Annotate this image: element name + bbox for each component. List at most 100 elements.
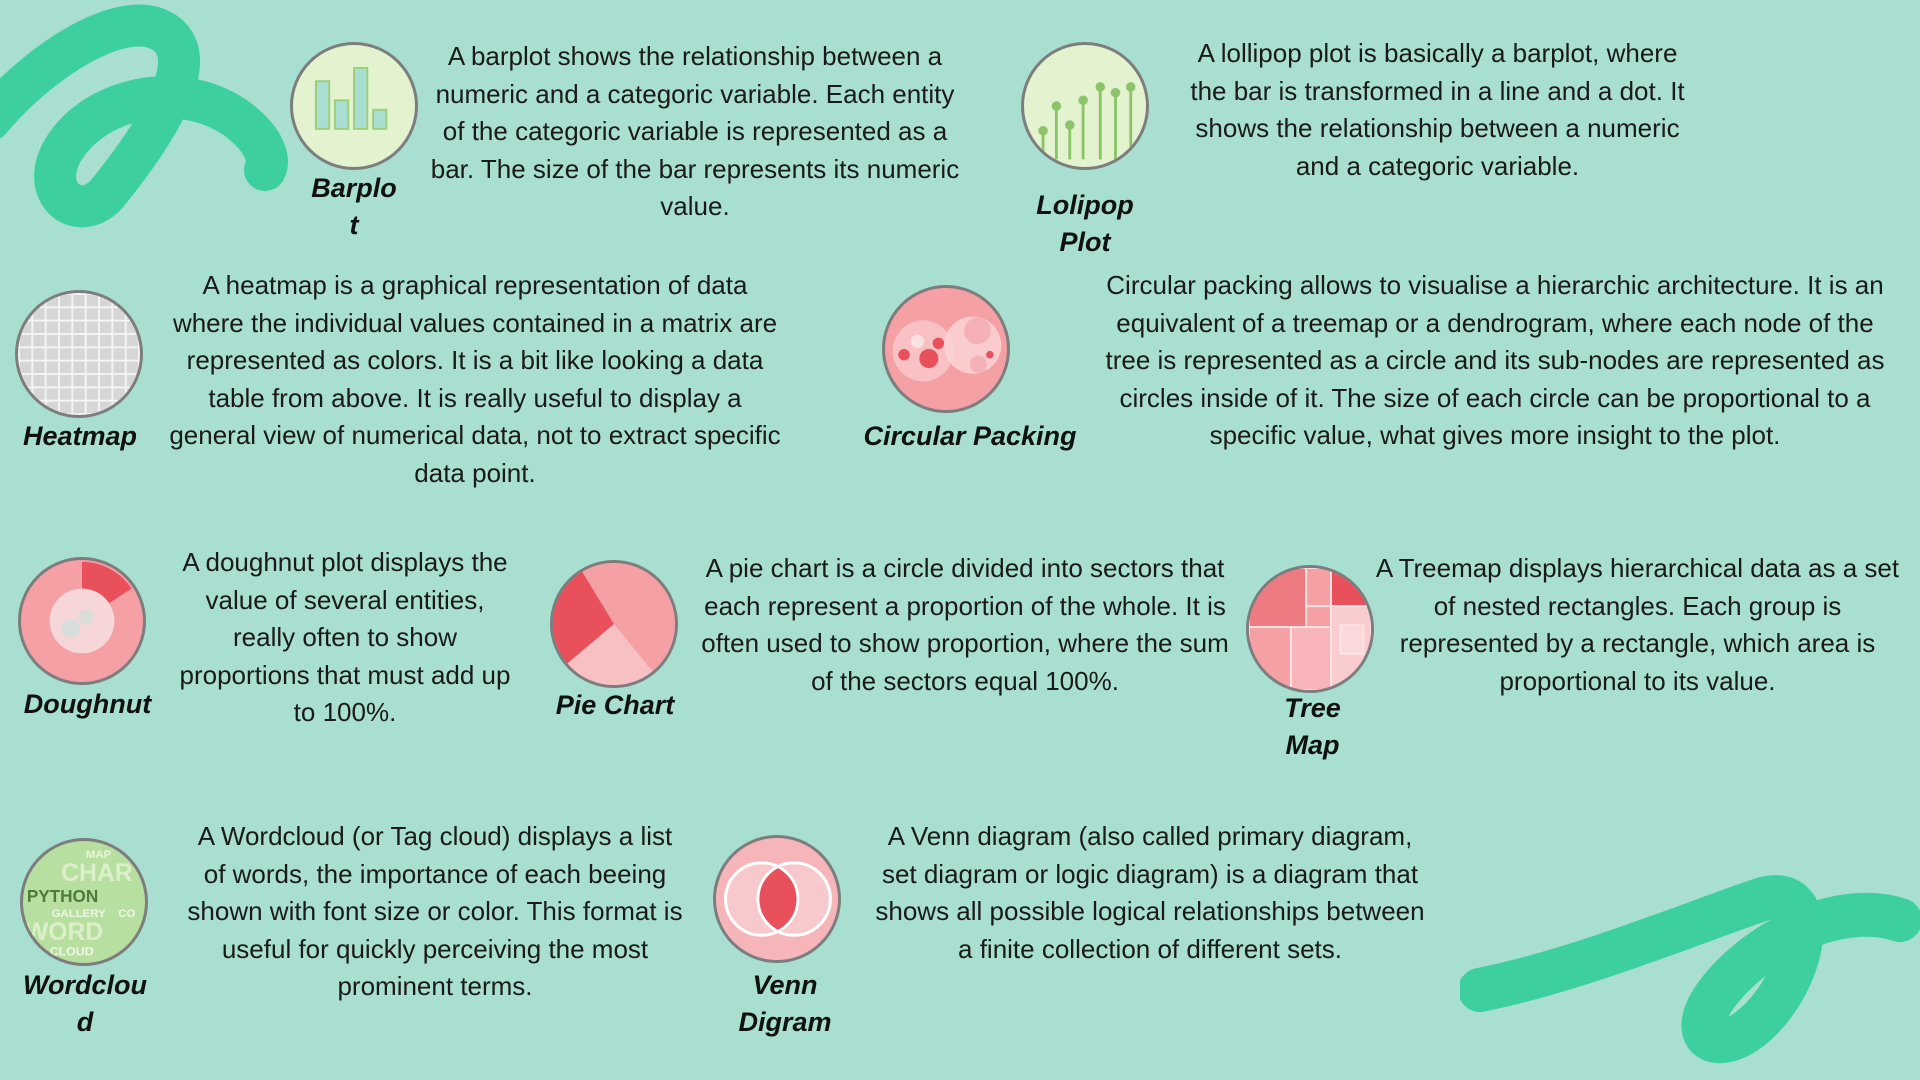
heatmap-cell <box>113 388 125 400</box>
heatmap-cell <box>126 401 139 414</box>
heatmap-cell <box>113 361 125 374</box>
heatmap-cell <box>59 321 72 334</box>
treemap-description: A Treemap displays hierarchical data as … <box>1375 553 1900 696</box>
heatmap-cell <box>86 294 99 307</box>
heatmap-cell <box>126 388 139 400</box>
lollipop-title: Lolipop Plot <box>1036 190 1134 257</box>
heatmap-cell <box>73 308 85 320</box>
heatmap-cell <box>19 321 32 334</box>
heatmap-cell <box>126 294 139 307</box>
heatmap-cell <box>99 374 112 387</box>
barplot-title: Barplo t <box>311 173 397 240</box>
heatmap-cell <box>33 401 45 414</box>
heatmap-cell <box>46 321 59 334</box>
heatmap-cell <box>73 388 85 400</box>
heatmap-cell <box>126 308 139 320</box>
heatmap-cell <box>46 294 59 307</box>
doughnut-title: Doughnut <box>23 689 152 719</box>
wordcloud-description: A Wordcloud (or Tag cloud) displays a li… <box>187 821 683 1001</box>
wordcloud-word: WORD <box>25 919 103 946</box>
lollipop-description: A lollipop plot is basically a barplot, … <box>1190 38 1685 181</box>
wordcloud-word: MAP <box>86 849 112 861</box>
heatmap-description: A heatmap is a graphical representation … <box>169 270 781 488</box>
wordcloud-word: PYTHON <box>27 886 98 906</box>
heatmap-cell <box>19 334 32 347</box>
heatmap-cell <box>46 401 59 414</box>
treemap-icon <box>1246 565 1374 693</box>
circular-packing-icon <box>882 285 1010 413</box>
wordcloud-icon: MAP CHAR PYTHON GALLERY CO WORD CLOUD <box>20 838 148 966</box>
heatmap-cell <box>19 348 32 360</box>
heatmap-cell <box>59 308 72 320</box>
heatmap-cell <box>113 294 125 307</box>
heatmap-cell <box>99 361 112 374</box>
heatmap-cell <box>46 348 59 360</box>
heatmap-cell <box>46 374 59 387</box>
heatmap-cell <box>33 374 45 387</box>
heatmap-cell <box>46 308 59 320</box>
heatmap-cell <box>33 321 45 334</box>
heatmap-icon <box>15 290 143 418</box>
wordcloud-word: CHAR <box>61 860 133 887</box>
heatmap-cell <box>113 321 125 334</box>
heatmap-cell <box>126 321 139 334</box>
heatmap-cell <box>99 334 112 347</box>
heatmap-cell <box>113 308 125 320</box>
swirl-decoration-top-left <box>0 4 288 228</box>
heatmap-cell <box>113 401 125 414</box>
heatmap-cell <box>33 388 45 400</box>
swirl-decoration-bottom-right <box>1460 875 1920 1064</box>
heatmap-cell <box>19 308 32 320</box>
heatmap-cell <box>73 294 85 307</box>
circular-packing-title: Circular Packing <box>863 421 1077 451</box>
heatmap-cell <box>99 294 112 307</box>
barplot-icon <box>290 42 418 170</box>
venn-description: A Venn diagram (also called primary diag… <box>875 821 1425 964</box>
wordcloud-word: CO <box>118 908 135 920</box>
heatmap-cell <box>46 388 59 400</box>
pie-chart-icon <box>550 560 678 688</box>
heatmap-cell <box>59 374 72 387</box>
heatmap-cell <box>113 348 125 360</box>
heatmap-cell <box>33 294 45 307</box>
venn-diagram-icon <box>713 835 841 963</box>
heatmap-cell <box>19 361 32 374</box>
venn-title: Venn Digram <box>738 970 832 1037</box>
treemap-title: Tree Map <box>1284 693 1341 760</box>
heatmap-cell <box>73 361 85 374</box>
circular-packing-description: Circular packing allows to visualise a h… <box>1105 270 1885 450</box>
heatmap-cell <box>33 348 45 360</box>
heatmap-cell <box>59 334 72 347</box>
pie-chart-description: A pie chart is a circle divided into sec… <box>701 553 1229 696</box>
heatmap-cell <box>99 321 112 334</box>
heatmap-cell <box>19 388 32 400</box>
heatmap-cell <box>33 308 45 320</box>
heatmap-cell <box>59 361 72 374</box>
heatmap-cell <box>59 348 72 360</box>
barplot-description: A barplot shows the relationship between… <box>430 41 960 221</box>
heatmap-cell <box>59 294 72 307</box>
heatmap-cell <box>86 321 99 334</box>
heatmap-cell <box>59 388 72 400</box>
heatmap-cell <box>86 348 99 360</box>
heatmap-cell <box>73 321 85 334</box>
heatmap-title: Heatmap <box>22 421 138 451</box>
heatmap-cell <box>33 361 45 374</box>
heatmap-cell <box>126 334 139 347</box>
heatmap-cell <box>86 388 99 400</box>
heatmap-cell <box>86 308 99 320</box>
heatmap-cell <box>86 401 99 414</box>
heatmap-cell <box>19 294 32 307</box>
heatmap-cell <box>73 334 85 347</box>
heatmap-cell <box>59 401 72 414</box>
wordcloud-word: CLOUD <box>50 944 94 958</box>
heatmap-cell <box>126 348 139 360</box>
heatmap-cell <box>46 334 59 347</box>
heatmap-cell <box>19 401 32 414</box>
heatmap-cell <box>86 334 99 347</box>
heatmap-cell <box>86 374 99 387</box>
heatmap-cell <box>113 374 125 387</box>
heatmap-cell <box>113 334 125 347</box>
wordcloud-word: GALLERY <box>52 908 107 920</box>
heatmap-cell <box>99 308 112 320</box>
